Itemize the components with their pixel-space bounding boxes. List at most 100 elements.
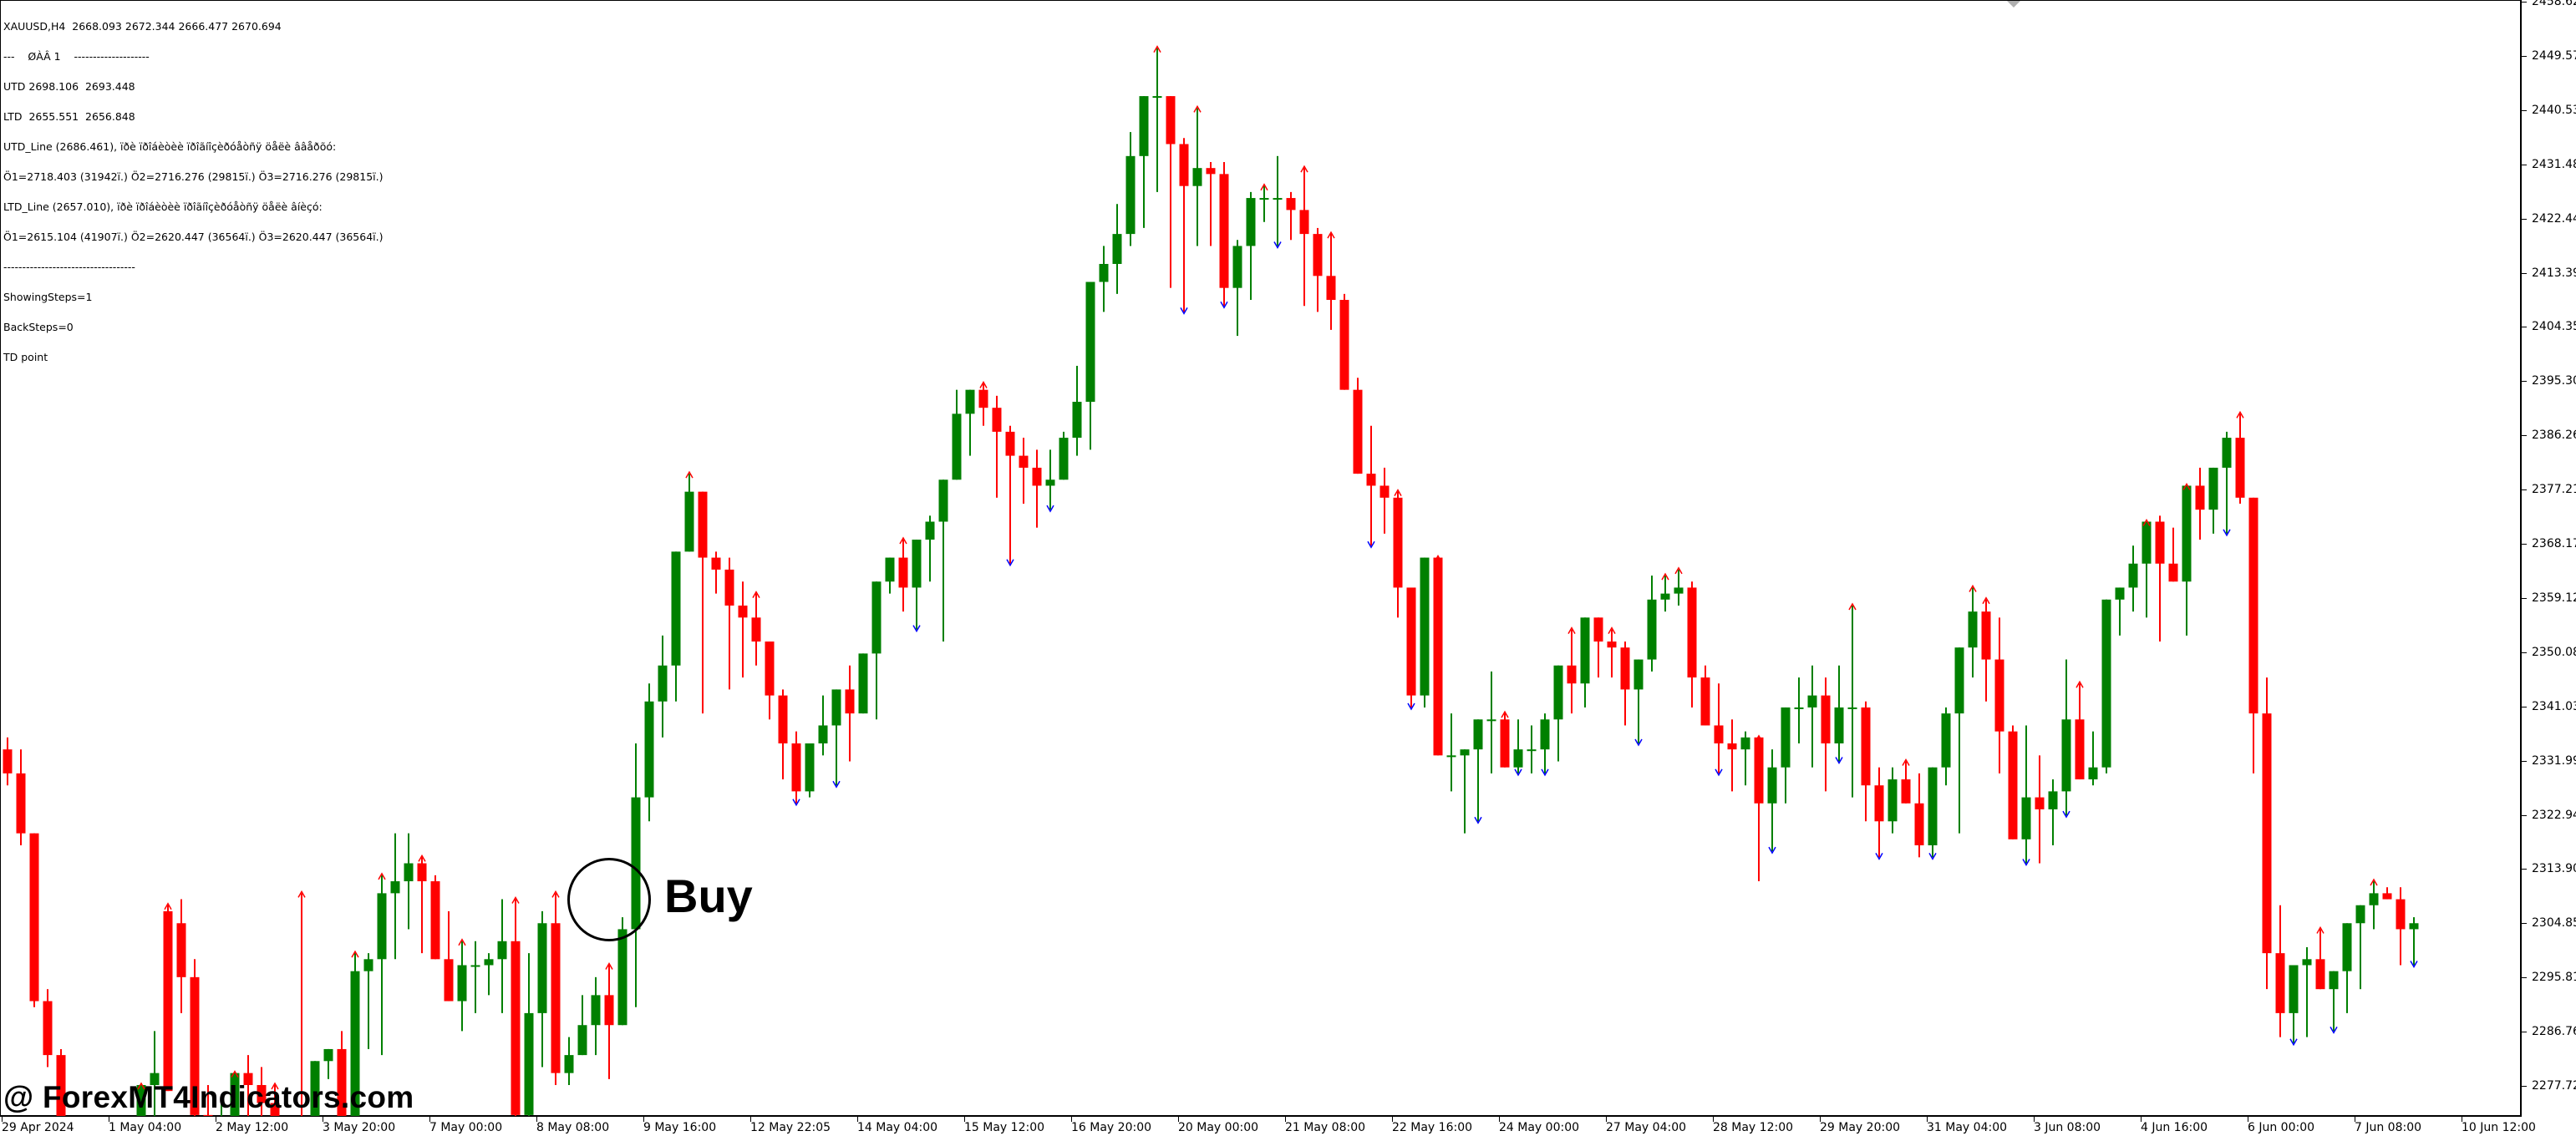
- candle: [1232, 240, 1242, 337]
- back-steps: BackSteps=0: [3, 321, 74, 333]
- candle: [230, 1070, 240, 1116]
- down-arrow-icon: [792, 799, 800, 807]
- time-tick: [1285, 1117, 1286, 1122]
- time-tick: [2, 1117, 3, 1122]
- price-tick: [2522, 760, 2527, 762]
- up-arrow-icon: [1327, 231, 1335, 239]
- price-tick: [2522, 2, 2527, 3]
- time-tick: [1392, 1117, 1393, 1122]
- candle: [1353, 378, 1363, 474]
- candle: [2155, 515, 2165, 642]
- candle: [337, 1031, 347, 1116]
- candle: [1928, 767, 1938, 860]
- down-arrow-icon: [2330, 1027, 2338, 1034]
- up-arrow-icon: [378, 872, 386, 880]
- candle: [658, 635, 668, 738]
- candle: [390, 833, 400, 960]
- price-tick: [2522, 597, 2527, 599]
- down-arrow-icon: [1474, 816, 1482, 824]
- candle: [1954, 647, 1964, 834]
- candle: [1045, 449, 1055, 513]
- candle: [1152, 45, 1162, 192]
- time-tick: [964, 1117, 965, 1122]
- time-label: 7 Jun 08:00: [2355, 1121, 2422, 1134]
- candle: [243, 1055, 253, 1116]
- candle: [1847, 602, 1857, 798]
- candle: [1339, 293, 1349, 390]
- time-label: 7 May 00:00: [429, 1121, 503, 1134]
- candle: [2008, 725, 2018, 839]
- candle: [1647, 576, 1657, 672]
- candle: [2061, 659, 2071, 819]
- down-arrow-icon: [912, 625, 921, 633]
- time-label: 3 Jun 08:00: [2034, 1121, 2101, 1134]
- candle: [1032, 449, 1042, 528]
- candle: [310, 1061, 320, 1116]
- candle: [778, 689, 788, 780]
- up-arrow-icon: [685, 470, 694, 479]
- candle: [2342, 923, 2352, 1013]
- time-tick: [2141, 1117, 2142, 1122]
- candle: [2355, 905, 2365, 990]
- candle: [2369, 878, 2379, 930]
- candle: [604, 961, 614, 1079]
- candle: [1446, 713, 1456, 792]
- candle: [1727, 719, 1737, 792]
- up-arrow-icon: [351, 950, 359, 958]
- time-label: 9 May 16:00: [643, 1121, 717, 1134]
- candle: [1821, 677, 1831, 792]
- price-label: 2286.765: [2532, 1025, 2576, 1039]
- candle: [751, 591, 761, 666]
- candle: [1326, 231, 1336, 330]
- candle: [323, 1048, 333, 1079]
- candle: [1460, 749, 1470, 834]
- candle: [1139, 96, 1149, 228]
- candle: [831, 689, 841, 789]
- candlestick-plot[interactable]: [1, 1, 2521, 1116]
- candle: [1313, 227, 1323, 312]
- up-arrow-icon: [1567, 626, 1576, 635]
- down-arrow-icon: [1180, 307, 1188, 315]
- up-arrow-icon: [605, 961, 613, 970]
- candle: [1206, 162, 1216, 246]
- price-tick: [2522, 1086, 2527, 1087]
- price-label: 2304.855: [2532, 916, 2576, 931]
- candle: [912, 540, 922, 633]
- price-axis[interactable]: 2458.620 2449.575 2440.530 2431.485 2422.440…: [2522, 0, 2576, 1117]
- down-arrow-icon: [1928, 852, 1937, 860]
- candle: [444, 910, 454, 1002]
- candle: [2021, 725, 2031, 867]
- ltd-line-target-text: LTD_Line (2657.010), ïðè ïðîáèòèè ïðîãíî…: [3, 200, 323, 213]
- time-label: 8 May 08:00: [536, 1121, 610, 1134]
- up-arrow-icon: [1260, 183, 1268, 191]
- candle: [1219, 162, 1229, 309]
- candle: [2142, 519, 2152, 618]
- candle: [698, 491, 708, 714]
- candle: [1019, 438, 1029, 504]
- candle: [457, 938, 467, 1032]
- candle: [965, 389, 975, 456]
- candle: [1981, 596, 1991, 702]
- down-arrow-icon: [1875, 852, 1883, 860]
- candle: [43, 989, 53, 1068]
- ltd-targets: Ö1=2615.104 (41907ï.) Ö2=2620.447 (36564…: [3, 231, 384, 243]
- price-label: 2458.620: [2532, 0, 2576, 8]
- candle: [1072, 365, 1082, 456]
- candle: [190, 959, 200, 1116]
- candle: [1246, 191, 1256, 301]
- up-arrow-icon: [1755, 734, 1763, 743]
- candle: [1527, 725, 1537, 773]
- candle: [978, 380, 988, 426]
- price-tick: [2522, 489, 2527, 491]
- candle: [176, 899, 186, 1013]
- chart-frame: [0, 0, 2522, 1117]
- down-arrow-icon: [1715, 768, 1723, 777]
- up-arrow-icon: [2370, 878, 2378, 886]
- candle: [1259, 183, 1269, 222]
- candle: [524, 953, 534, 1116]
- candle: [845, 665, 855, 762]
- chart-shift-marker-icon[interactable]: [2007, 1, 2020, 8]
- down-arrow-icon: [1367, 540, 1375, 549]
- time-axis[interactable]: 29 Apr 2024 1 May 04:00 2 May 12:00 3 May 2…: [0, 1117, 2576, 1136]
- time-tick: [1071, 1117, 1072, 1122]
